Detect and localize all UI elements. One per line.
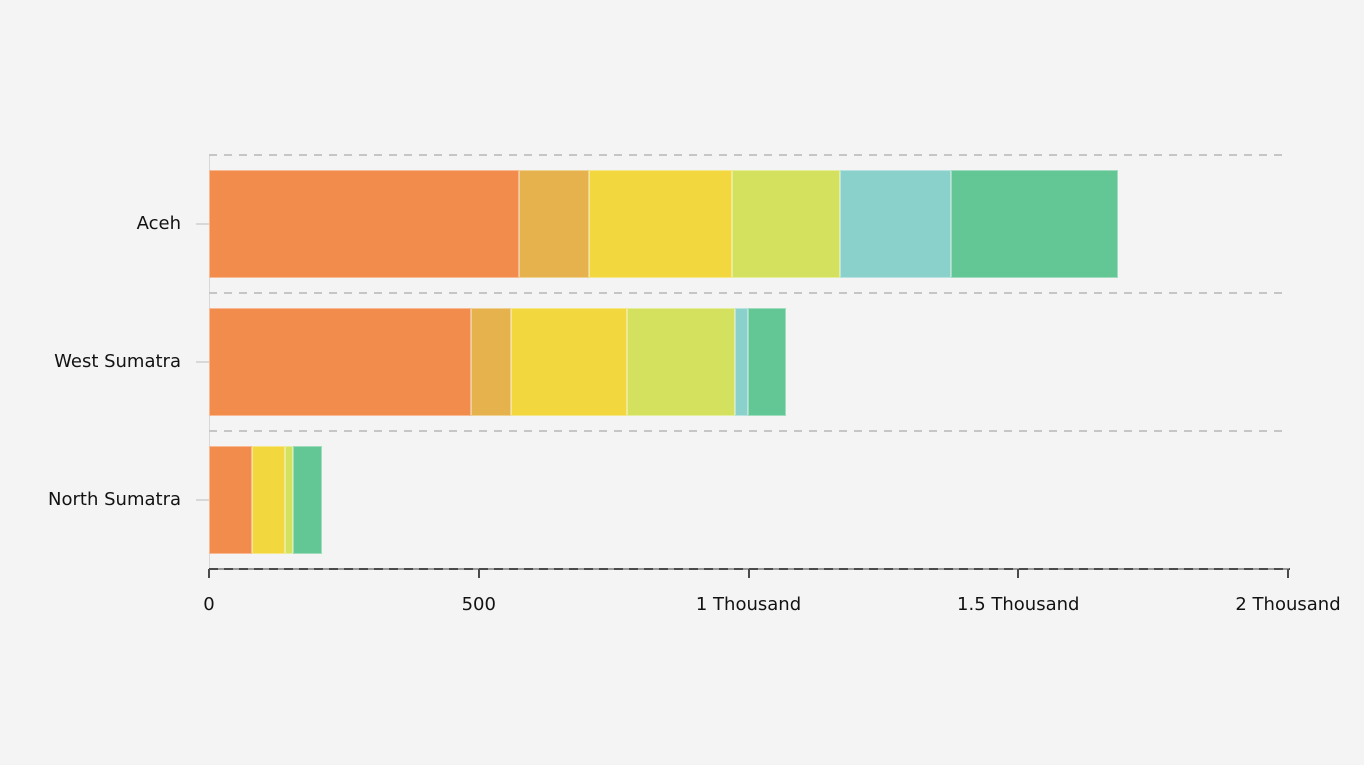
x-axis-tick-label: 2 Thousand [1235, 594, 1341, 615]
x-axis-tick-label: 1.5 Thousand [957, 594, 1080, 615]
y-axis-category-label: West Sumatra [54, 351, 181, 372]
bar-segment-series-1-orange [209, 446, 253, 554]
bar-segment-series-2-amber [470, 308, 512, 416]
bar-segment-series-4-lime [627, 308, 735, 416]
y-axis-category-tick [196, 499, 209, 501]
bar-segment-series-1-orange [209, 170, 520, 278]
category-gridline [209, 292, 1288, 294]
bar-segment-series-1-orange [209, 308, 471, 416]
bar-row [209, 170, 1118, 278]
bar-segment-series-6-green [292, 446, 323, 554]
x-axis-tick-label: 500 [461, 594, 496, 615]
bar-segment-series-6-green [950, 170, 1118, 278]
bar-segment-series-5-cyan [840, 170, 951, 278]
bar-segment-series-4-lime [732, 170, 841, 278]
bar-segment-series-6-green [748, 308, 787, 416]
y-axis-category-label: Aceh [136, 213, 181, 234]
x-axis-line [209, 568, 1290, 570]
bar-segment-series-3-yellow [252, 446, 285, 554]
x-axis-tick [1017, 569, 1020, 578]
bar-segment-series-5-cyan [734, 308, 749, 416]
x-axis-tick-label: 1 Thousand [695, 594, 802, 615]
x-axis-tick [1287, 569, 1289, 578]
x-axis-tick [747, 569, 750, 578]
y-axis-category-label: North Sumatra [48, 489, 181, 510]
category-gridline [209, 430, 1288, 432]
bar-row [209, 446, 323, 554]
x-axis-tick [477, 569, 480, 578]
bar-row [209, 308, 787, 416]
y-axis-category-tick [196, 223, 209, 225]
category-gridline [209, 154, 1288, 156]
x-axis-tick-label: 0 [203, 594, 215, 615]
bar-segment-series-2-amber [519, 170, 590, 278]
bar-segment-series-3-yellow [589, 170, 733, 278]
bar-segment-series-3-yellow [511, 308, 628, 416]
y-axis-category-tick [196, 361, 209, 363]
bar-segment-series-4-lime [284, 446, 293, 554]
x-axis-tick [208, 569, 210, 578]
